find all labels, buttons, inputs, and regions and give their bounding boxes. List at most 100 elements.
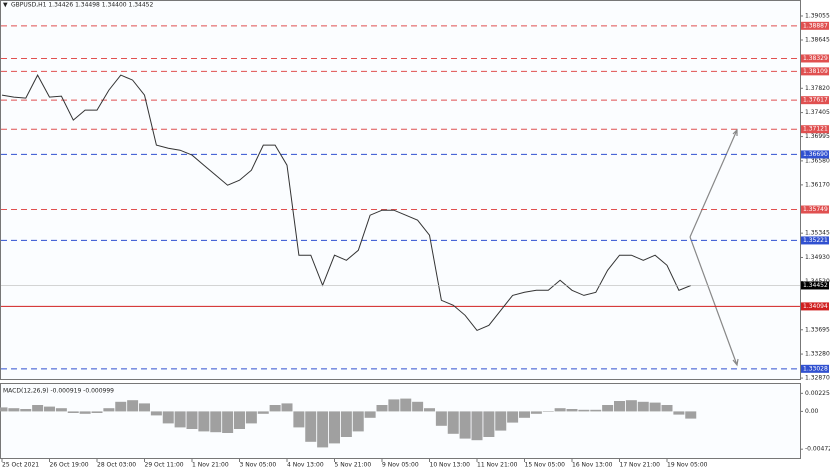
macd-bar <box>0 407 8 412</box>
x-tick-label: 3 Nov 05:00 <box>240 462 277 469</box>
macd-bar <box>649 402 661 412</box>
macd-bar <box>234 411 245 429</box>
collapse-icon[interactable]: ▼ <box>3 2 8 9</box>
macd-bar <box>625 400 637 412</box>
macd-bar <box>186 411 198 429</box>
macd-bar <box>8 408 20 412</box>
macd-bar <box>150 411 162 416</box>
macd-bar <box>317 411 329 448</box>
price-line <box>1 74 691 332</box>
x-tick-label: 11 Nov 21:00 <box>477 462 518 469</box>
level-label: 1.38109 <box>803 68 828 75</box>
macd-bar <box>257 411 269 414</box>
macd-bar <box>269 405 281 412</box>
projection-up <box>689 128 738 238</box>
y-tick-label: 1.37405 <box>805 109 830 116</box>
x-tick-label: 25 Oct 2021 <box>2 462 39 469</box>
macd-bar <box>44 406 55 412</box>
macd-bar <box>245 411 257 424</box>
level-label: 1.35221 <box>803 237 828 244</box>
macd-bar <box>127 400 139 412</box>
level-tag <box>801 364 829 373</box>
macd-bar <box>519 411 530 418</box>
level-label: 1.38887 <box>803 22 828 29</box>
x-tick-label: 4 Nov 13:00 <box>287 462 324 469</box>
main-pane <box>0 0 801 380</box>
current-price-label: 1.34452 <box>803 282 828 289</box>
macd-bar <box>103 408 115 412</box>
macd-bar <box>67 411 79 413</box>
macd-bar <box>174 411 186 428</box>
macd-bar <box>507 411 519 423</box>
macd-bar <box>139 403 150 412</box>
macd-bar <box>32 405 44 412</box>
x-tick-label: 9 Nov 05:00 <box>382 462 419 469</box>
y-tick-label: 1.36995 <box>805 133 830 140</box>
macd-bar <box>55 408 67 412</box>
chart-title: GBPUSD,H1 1.34426 1.34498 1.34400 1.3445… <box>11 2 153 9</box>
current-price-tag <box>801 281 829 290</box>
macd-bar <box>685 411 697 419</box>
macd-bar <box>471 411 483 441</box>
x-tick-label: 15 Nov 05:00 <box>525 462 566 469</box>
macd-bar <box>305 411 317 442</box>
y-tick-label: 1.36580 <box>805 157 830 164</box>
y-tick-label: 0.00 <box>805 408 819 415</box>
level-label: 1.36690 <box>803 151 828 158</box>
macd-bar <box>222 411 234 433</box>
x-tick-label: 17 Nov 21:00 <box>620 462 661 469</box>
macd-bar <box>91 411 103 413</box>
x-tick-label: 28 Oct 03:00 <box>97 462 136 469</box>
level-label: 1.34094 <box>803 303 828 310</box>
level-label: 1.37121 <box>803 126 828 133</box>
macd-bar <box>447 411 459 434</box>
macd-bar <box>115 401 127 412</box>
x-tick-label: 16 Nov 13:00 <box>572 462 613 469</box>
macd-title: MACD(12,26,9) -0.000919 -0.000999 <box>3 388 114 395</box>
macd-bar <box>495 411 507 431</box>
level-tag <box>801 236 829 245</box>
y-tick-label: 0.002258 <box>805 390 830 397</box>
x-tick-label: 19 Nov 05:00 <box>667 462 708 469</box>
macd-bar <box>400 398 412 412</box>
macd-bar <box>412 401 424 412</box>
level-tag <box>801 205 829 214</box>
level-tag <box>801 150 829 159</box>
level-label: 1.37617 <box>803 97 828 104</box>
macd-bar <box>530 411 542 414</box>
level-tag <box>801 67 829 76</box>
y-tick-label: 1.39055 <box>805 12 830 19</box>
macd-bar <box>578 409 590 412</box>
macd-bar <box>614 401 625 412</box>
macd-bar <box>20 409 32 412</box>
x-tick-label: 10 Nov 13:00 <box>430 462 471 469</box>
y-tick-label: 1.35345 <box>805 230 830 237</box>
macd-bar <box>352 411 364 432</box>
x-tick-label: 5 Nov 21:00 <box>335 462 372 469</box>
macd-bar <box>376 405 388 412</box>
macd-bar <box>424 408 435 412</box>
macd-bar <box>293 411 305 428</box>
macd-bar <box>340 411 352 437</box>
level-tag <box>801 21 829 30</box>
projection <box>689 128 739 367</box>
level-label: 1.38329 <box>803 55 828 62</box>
x-tick-label: 29 Oct 11:00 <box>145 462 184 469</box>
x-tick-label: 26 Oct 19:00 <box>50 462 89 469</box>
macd-bar <box>542 411 554 412</box>
macd-bar <box>602 405 614 412</box>
y-tick-label: -0.004723 <box>805 446 830 453</box>
macd-bar <box>329 411 340 444</box>
y-tick-label: 1.38645 <box>805 36 830 43</box>
macd-bar <box>162 411 174 424</box>
macd-bar <box>364 411 376 418</box>
level-tag <box>801 54 829 63</box>
macd-bar <box>210 411 222 433</box>
level-label: 1.33028 <box>803 365 828 372</box>
x-tick-label: 1 Nov 21:00 <box>192 462 229 469</box>
macd-bar <box>566 409 578 412</box>
macd-bar <box>661 405 673 412</box>
projection-down <box>689 236 739 367</box>
